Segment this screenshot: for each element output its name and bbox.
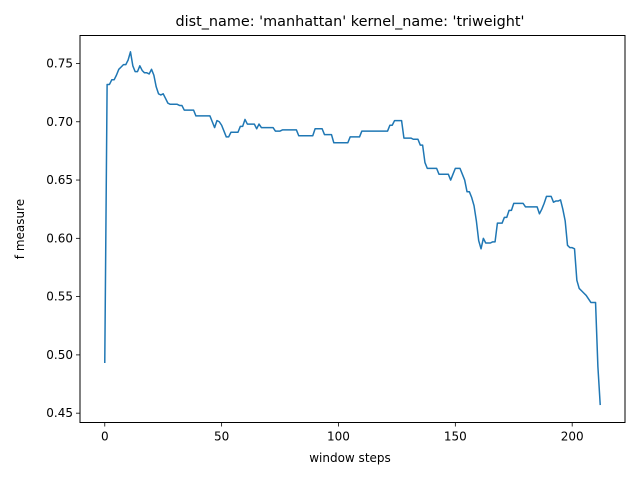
x-axis-ticks: 0 50 100 150 200 — [101, 422, 584, 444]
y-tick-label: 0.45 — [46, 406, 73, 420]
x-tick-label: 0 — [101, 430, 109, 444]
y-tick-label: 0.55 — [46, 290, 73, 304]
x-tick-label: 200 — [561, 430, 584, 444]
y-tick-label: 0.60 — [46, 231, 73, 245]
y-axis-ticks: 0.45 0.50 0.55 0.60 0.65 0.70 0.75 — [46, 56, 80, 420]
y-tick-label: 0.65 — [46, 173, 73, 187]
chart-title: dist_name: 'manhattan' kernel_name: 'tri… — [175, 14, 524, 30]
axes-frame — [79, 35, 626, 423]
x-tick-label: 100 — [327, 430, 350, 444]
y-tick-label: 0.70 — [46, 115, 73, 129]
y-axis-label: f measure — [13, 199, 27, 259]
x-tick-label: 50 — [214, 430, 229, 444]
x-tick-label: 150 — [444, 430, 467, 444]
x-axis-label: window steps — [309, 451, 391, 465]
series-line-0 — [104, 51, 601, 406]
y-tick-label: 0.50 — [46, 348, 73, 362]
y-tick-label: 0.75 — [46, 56, 73, 70]
plot-area — [104, 51, 601, 406]
